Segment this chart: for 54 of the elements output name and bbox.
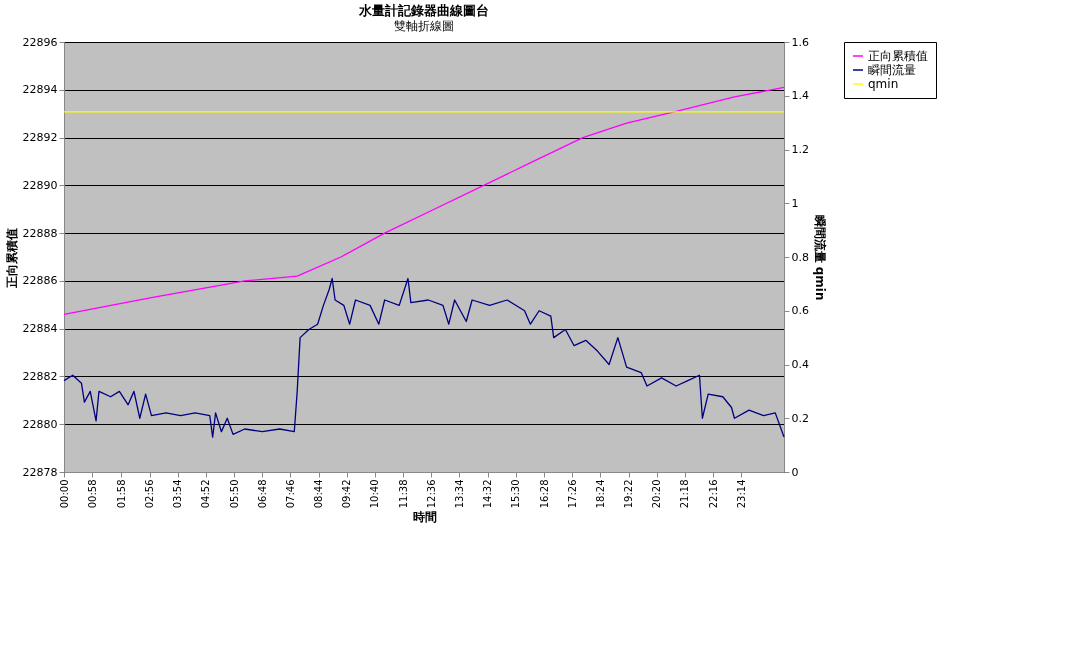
y2-tick-label: 0.6 (791, 304, 809, 318)
y2-tick-label: 0.4 (791, 358, 809, 371)
x-tick-label: 23:14 (735, 479, 747, 509)
y-tick-label: 22878 (22, 465, 58, 479)
x-tick-label: 02:56 (144, 479, 156, 509)
y2-axis-title: 瞬間流量 qmin (812, 214, 827, 301)
x-tick-label: 04:52 (200, 479, 212, 509)
y2-tick-label: 0 (791, 465, 799, 479)
x-tick-label: 20:20 (651, 479, 663, 509)
y-tick-label: 22882 (22, 369, 58, 383)
x-tick-label: 22:16 (707, 479, 719, 509)
chart-subtitle: 雙軸折線圖 (394, 19, 454, 33)
y-tick-label: 22896 (22, 35, 58, 49)
x-tick-label: 12:36 (425, 479, 437, 509)
y-tick-label: 22886 (22, 274, 58, 288)
legend-label: qmin (868, 77, 899, 91)
x-tick-label: 00:00 (58, 479, 70, 509)
y2-tick-label: 0.8 (791, 250, 809, 264)
x-tick-label: 00:58 (86, 479, 98, 509)
y2-tick-label: 0.2 (791, 411, 809, 425)
x-tick-label: 11:38 (397, 479, 409, 509)
x-tick-label: 09:42 (341, 479, 353, 509)
legend-label: 瞬間流量 (868, 63, 916, 77)
y2-tick-label: 1.6 (791, 35, 809, 49)
y2-tick-label: 1 (791, 196, 799, 210)
line-series (63, 277, 785, 438)
legend-label: 正向累積值 (868, 49, 928, 63)
x-tick-label: 01:58 (115, 479, 127, 509)
y-axis-title: 正向累積值 (4, 227, 19, 289)
x-axis-title: 時間 (412, 510, 437, 525)
y-tick-label: 22884 (22, 322, 58, 336)
y2-tick-label: 1.2 (791, 143, 809, 156)
x-tick-label: 21:18 (679, 479, 691, 509)
x-tick-label: 15:30 (510, 479, 522, 509)
x-tick-label: 19:22 (623, 479, 635, 509)
x-tick-label: 05:50 (228, 479, 240, 509)
x-tick-label: 10:40 (369, 479, 381, 509)
x-tick-label: 06:48 (256, 479, 268, 509)
y2-tick-label: 1.4 (791, 89, 809, 103)
x-tick-label: 08:44 (313, 479, 325, 509)
y-tick-label: 22890 (22, 178, 58, 192)
x-tick-label: 18:24 (594, 479, 606, 509)
chart-title: 水量計記錄器曲線圖台 (358, 3, 489, 18)
x-tick-label: 16:28 (538, 479, 550, 509)
x-tick-label: 07:46 (284, 479, 296, 509)
y-tick-label: 22892 (22, 131, 58, 145)
x-tick-label: 13:34 (453, 479, 465, 509)
x-tick-label: 03:54 (172, 479, 184, 509)
y-tick-label: 22888 (22, 226, 58, 240)
x-tick-label: 14:32 (482, 479, 494, 509)
line-series (63, 86, 785, 315)
y-tick-label: 22880 (22, 417, 58, 431)
y-tick-label: 22894 (22, 83, 58, 97)
x-tick-label: 17:26 (566, 479, 578, 509)
